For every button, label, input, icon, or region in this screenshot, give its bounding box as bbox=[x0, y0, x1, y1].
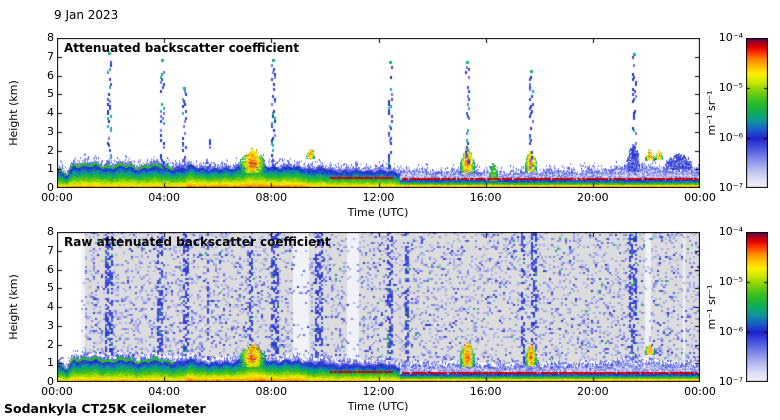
colorbar-tick-label: 10⁻⁴ bbox=[718, 225, 743, 238]
x-tick-label: 04:00 bbox=[148, 385, 180, 398]
x-tick-label: 00:00 bbox=[684, 385, 716, 398]
colorbar-tick-label: 10⁻⁵ bbox=[718, 81, 743, 94]
colorbar-tick-label: 10⁻⁷ bbox=[718, 375, 743, 388]
colorbar-tick-label: 10⁻⁷ bbox=[718, 181, 743, 194]
colorbar-2-unit-label: m⁻¹ sr⁻¹ bbox=[705, 284, 718, 330]
y-tick-label: 2 bbox=[47, 337, 54, 351]
y-tick-label: 5 bbox=[47, 281, 54, 295]
x-tick-label: 04:00 bbox=[148, 191, 180, 204]
raw-backscatter-heatmap bbox=[57, 232, 700, 382]
y-tick-label: 6 bbox=[47, 68, 54, 82]
x-tick-label: 20:00 bbox=[576, 191, 609, 204]
x-tick-label: 12:00 bbox=[362, 385, 395, 398]
colorbar-1-unit-label: m⁻¹ sr⁻¹ bbox=[705, 90, 718, 136]
attenuated-backscatter-heatmap bbox=[57, 38, 700, 188]
colorbar-2 bbox=[746, 232, 768, 382]
y-tick-label: 8 bbox=[47, 31, 54, 44]
y-tick-label: 0 bbox=[47, 181, 54, 194]
y-tick-label: 7 bbox=[47, 243, 54, 257]
colorbar-1 bbox=[746, 38, 768, 188]
panel-2-y-axis-label: Height (km) bbox=[7, 274, 20, 340]
x-tick-label: 12:00 bbox=[362, 191, 395, 204]
x-tick-label: 00:00 bbox=[41, 385, 73, 398]
colorbar-tick-label: 10⁻⁴ bbox=[718, 31, 743, 44]
date-label: 9 Jan 2023 bbox=[54, 8, 119, 22]
y-tick-label: 8 bbox=[47, 225, 54, 238]
y-tick-label: 5 bbox=[47, 87, 54, 101]
y-tick-label: 6 bbox=[47, 262, 54, 276]
y-tick-label: 4 bbox=[47, 300, 54, 313]
y-tick-label: 3 bbox=[47, 318, 54, 332]
panel-1-x-axis-label: Time (UTC) bbox=[347, 206, 409, 219]
colorbar-tick-label: 10⁻⁵ bbox=[718, 275, 743, 288]
panel-2-x-axis-label: Time (UTC) bbox=[347, 400, 409, 413]
y-tick-label: 4 bbox=[47, 106, 54, 119]
y-tick-label: 3 bbox=[47, 124, 54, 138]
colorbar-tick-label: 10⁻⁶ bbox=[718, 131, 743, 144]
panel-1-y-axis-label: Height (km) bbox=[7, 80, 20, 146]
x-tick-label: 16:00 bbox=[469, 191, 502, 204]
y-tick-label: 1 bbox=[47, 162, 54, 176]
x-tick-label: 00:00 bbox=[684, 191, 716, 204]
x-tick-label: 08:00 bbox=[255, 191, 288, 204]
x-tick-label: 20:00 bbox=[576, 385, 609, 398]
x-tick-label: 08:00 bbox=[255, 385, 288, 398]
x-tick-label: 00:00 bbox=[41, 191, 73, 204]
y-tick-label: 0 bbox=[47, 375, 54, 388]
colorbar-tick-label: 10⁻⁶ bbox=[718, 325, 743, 338]
instrument-label: Sodankyla CT25K ceilometer bbox=[4, 401, 206, 416]
y-tick-label: 7 bbox=[47, 49, 54, 63]
y-tick-label: 1 bbox=[47, 356, 54, 370]
y-tick-label: 2 bbox=[47, 143, 54, 157]
x-tick-label: 16:00 bbox=[469, 385, 502, 398]
panel-1-title: Attenuated backscatter coefficient bbox=[64, 41, 300, 55]
panel-2-title: Raw attenuated backscatter coefficient bbox=[64, 235, 331, 249]
